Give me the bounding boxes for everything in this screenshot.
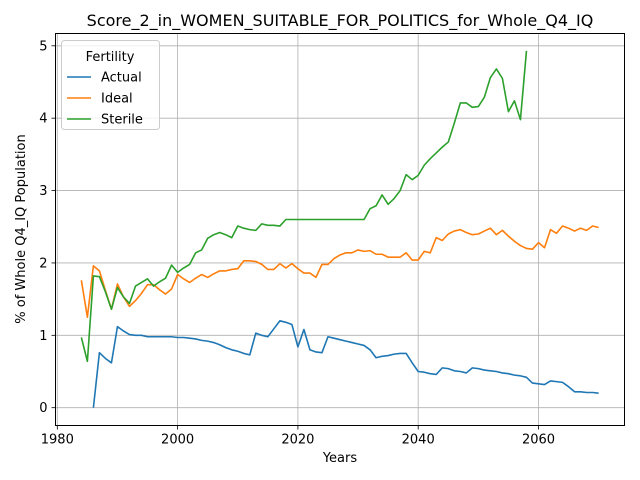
chart-title: Score_2_in_WOMEN_SUITABLE_FOR_POLITICS_f… [87, 11, 594, 31]
x-axis-label: Years [322, 451, 358, 466]
legend-entries: Actual Ideal Sterile [67, 71, 143, 128]
grid-lines [55, 33, 625, 426]
legend-box [61, 40, 160, 130]
y-tick-label: 1 [39, 329, 47, 344]
x-tick-label: 2000 [161, 433, 194, 448]
y-axis-label: % of Whole Q4_IQ Population [14, 134, 29, 323]
y-tick-label: 3 [39, 184, 47, 199]
x-axis-ticks: 1980 2000 2020 2040 2060 [41, 425, 555, 448]
x-tick-label: 1980 [41, 433, 74, 448]
y-tick-label: 2 [39, 256, 47, 271]
y-tick-label: 0 [39, 401, 47, 416]
y-tick-label: 4 [39, 112, 47, 127]
y-tick-label: 5 [39, 39, 47, 54]
x-tick-label: 2020 [281, 433, 314, 448]
series-line-sterile [80, 50, 528, 363]
legend-title: Fertility [86, 50, 135, 65]
x-tick-label: 2060 [522, 433, 555, 448]
plot-frame [55, 33, 625, 426]
series-layer [80, 50, 599, 408]
series-line-ideal [80, 225, 599, 319]
legend-label-actual: Actual [101, 71, 142, 86]
series-line-actual [92, 320, 599, 408]
legend: Fertility Actual Ideal Sterile [61, 40, 160, 130]
legend-label-ideal: Ideal [101, 92, 133, 107]
legend-label-sterile: Sterile [101, 113, 143, 128]
x-tick-label: 2040 [402, 433, 435, 448]
y-axis-ticks: 0 1 2 3 4 5 [39, 39, 56, 416]
